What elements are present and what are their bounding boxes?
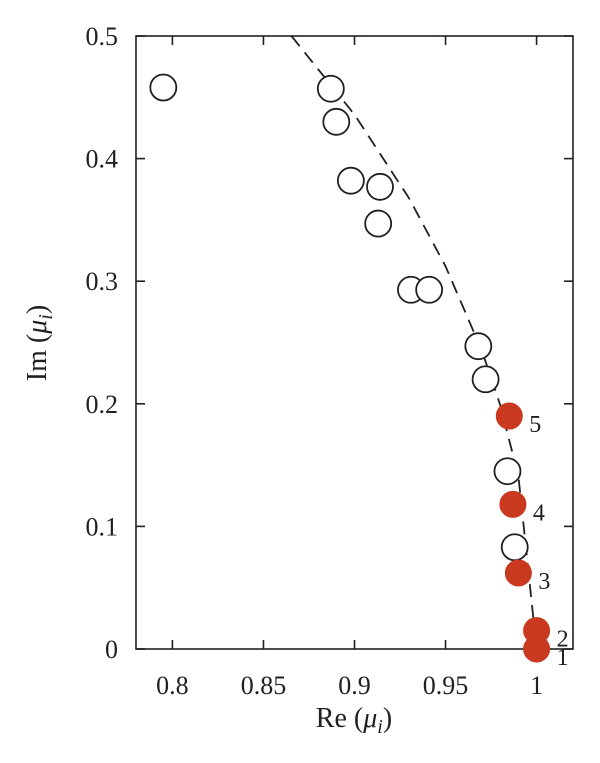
point-label: 5	[529, 412, 541, 438]
y-tick-label: 0.3	[86, 267, 119, 296]
point-labels: 12 3 4 5	[529, 412, 568, 671]
open-circle-point	[464, 332, 493, 361]
y-axis-title: Im (μi)	[22, 305, 57, 381]
y-tick-label: 0.1	[86, 512, 119, 541]
data-points	[149, 73, 551, 663]
x-axis-title-suffix: )	[383, 703, 392, 734]
y-tick-label: 0	[105, 635, 118, 664]
open-circle-point	[366, 172, 394, 201]
open-circle-point	[415, 275, 444, 304]
x-axis-title-prefix: Re (	[316, 703, 363, 734]
filled-circle-point	[504, 559, 532, 587]
point-label: 3	[538, 569, 550, 595]
point-label: 2	[557, 627, 569, 653]
y-tick-label: 0.5	[86, 22, 119, 51]
filled-circle-point	[523, 617, 551, 645]
y-tick-label: 0.2	[86, 390, 119, 419]
x-axis-title: Re (μi)	[316, 703, 392, 738]
open-circle-point	[471, 365, 500, 394]
filled-circle-point	[499, 490, 527, 518]
x-tick-label: 0.95	[423, 671, 469, 700]
y-axis-title-symbol: μ	[22, 320, 53, 335]
open-circle-point	[500, 533, 529, 562]
x-tick-label: 0.8	[156, 671, 189, 700]
x-tick-label: 1	[530, 671, 543, 700]
x-axis-title-subscript: i	[377, 716, 383, 738]
y-tick-label: 0.4	[86, 145, 119, 174]
open-circle-point	[316, 74, 345, 103]
open-circle-point	[322, 107, 351, 136]
open-circle-point	[336, 166, 365, 195]
filled-circle-point	[495, 402, 523, 430]
open-circle-point	[364, 209, 393, 238]
y-axis-title-prefix: Im (	[22, 334, 53, 381]
y-axis-title-suffix: )	[22, 305, 53, 314]
open-circle-point	[149, 73, 178, 102]
y-axis-title-subscript: i	[35, 314, 57, 320]
point-label: 4	[533, 500, 545, 526]
x-tick-label: 0.85	[241, 671, 287, 700]
tick-labels: 0.8 0.85 0.9 0.95 1 0 0.1 0.2 0.3 0.4 0.5	[86, 22, 544, 700]
open-circle-point	[493, 457, 522, 486]
x-axis-title-symbol: μ	[362, 703, 377, 734]
point-label: 1	[557, 645, 569, 671]
x-tick-label: 0.9	[338, 671, 371, 700]
